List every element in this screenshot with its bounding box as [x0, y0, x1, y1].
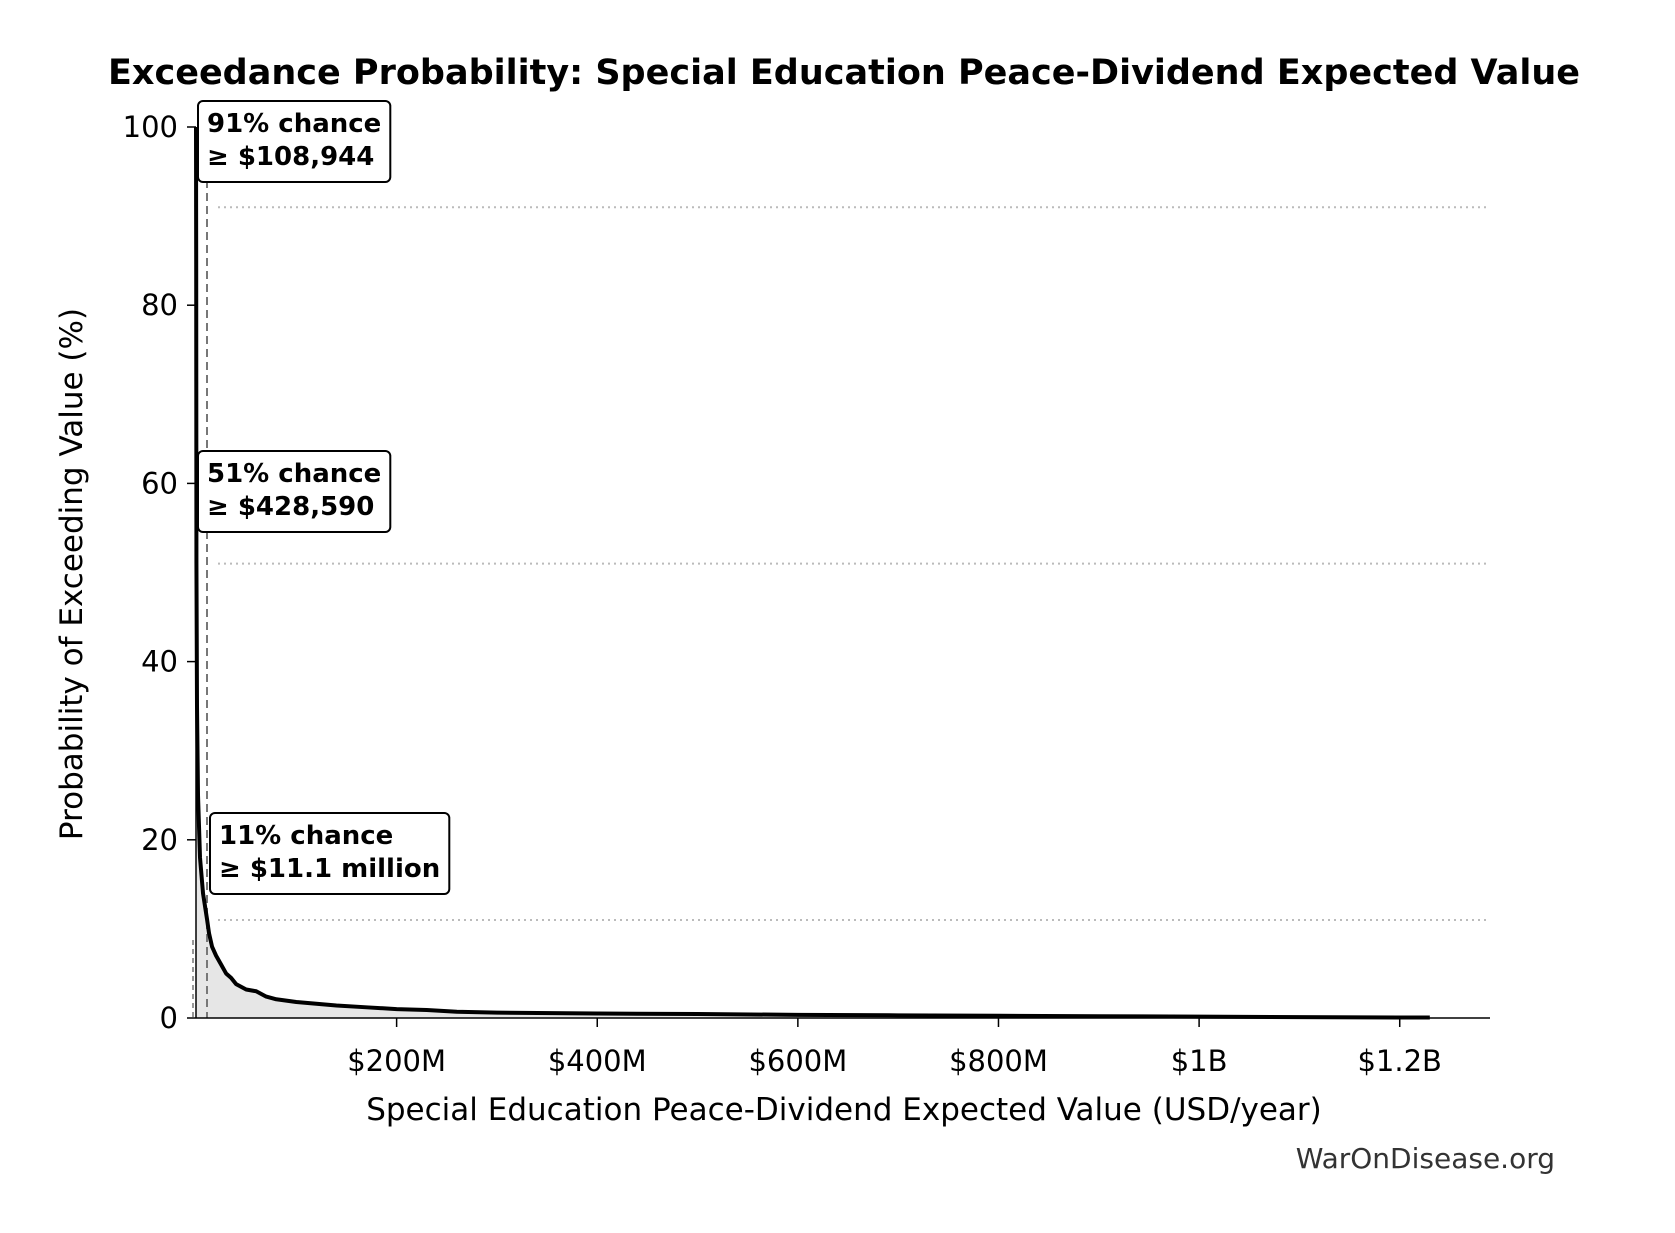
annotation-line2: ≥ $108,944: [207, 142, 374, 172]
y-tick-label: 100: [123, 110, 178, 144]
annotation-line1: 91% chance: [207, 109, 381, 139]
x-tick-label: $600M: [748, 1044, 847, 1078]
annotation-line2: ≥ $11.1 million: [219, 854, 440, 884]
x-tick-label: $400M: [548, 1044, 647, 1078]
annotation-line2: ≥ $428,590: [207, 492, 374, 522]
y-tick-label: 20: [141, 823, 178, 857]
x-tick-label: $200M: [347, 1044, 446, 1078]
chart-title: Exceedance Probability: Special Educatio…: [108, 53, 1580, 93]
y-tick-label: 0: [160, 1001, 178, 1035]
x-axis-label: Special Education Peace-Dividend Expecte…: [366, 1092, 1322, 1128]
annotation-line1: 51% chance: [207, 459, 381, 489]
y-axis-label: Probability of Exceeding Value (%): [54, 308, 90, 840]
annotation-box-91: [197, 100, 392, 183]
annotation-box-51: [197, 450, 392, 533]
plot-area: 0 20 40 60 80 100 $200M $400M $600M $800M $1B $1.2B…: [123, 100, 1490, 1078]
x-tick-label: $800M: [949, 1044, 1048, 1078]
footer-credit: WarOnDisease.org: [1296, 1142, 1555, 1175]
exceedance-line: [194, 126, 1430, 1020]
annotation-box-11: [209, 812, 451, 895]
annotation-line1: 11% chance: [219, 821, 393, 851]
y-tick-label: 80: [141, 288, 178, 322]
y-tick-label: 40: [141, 645, 178, 679]
x-tick-label: $1B: [1171, 1044, 1228, 1078]
x-tick-label: $1.2B: [1357, 1044, 1441, 1078]
y-tick-label: 60: [141, 466, 178, 500]
